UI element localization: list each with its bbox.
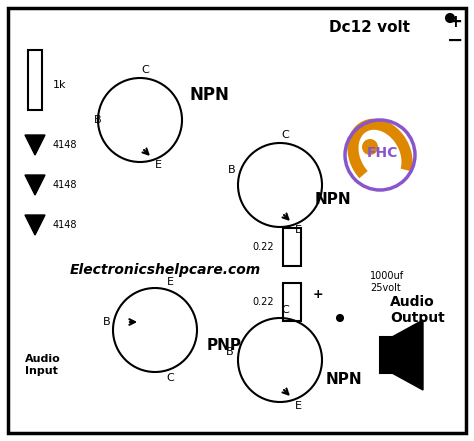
Text: Audio
Input: Audio Input [25,354,61,376]
Text: 1k: 1k [53,80,66,90]
Text: B: B [226,347,234,357]
Text: Dc12 volt: Dc12 volt [329,20,410,35]
Bar [283,283,301,321]
Text: C: C [281,130,289,140]
Text: +: + [313,288,323,300]
Text: B: B [228,165,236,175]
Text: NPN: NPN [315,193,352,208]
Text: 1000uf
25volt: 1000uf 25volt [370,271,404,293]
Text: PNP: PNP [207,337,242,352]
Bar [380,337,392,373]
Text: E: E [155,160,162,170]
Text: C: C [281,305,289,315]
Text: NPN: NPN [190,86,230,104]
Circle shape [446,14,454,22]
Polygon shape [25,175,45,195]
Text: 4148: 4148 [53,180,78,190]
Polygon shape [25,215,45,235]
Text: Electronicshelpcare.com: Electronicshelpcare.com [69,263,261,277]
Text: Audio
Output: Audio Output [390,295,445,325]
Polygon shape [25,135,45,155]
Text: B: B [103,317,111,327]
Text: 4148: 4148 [53,140,78,150]
Text: E: E [294,225,301,235]
Text: +: + [448,13,462,31]
Text: NPN: NPN [326,373,363,388]
Text: −: − [447,30,463,49]
Text: B: B [94,115,102,125]
Text: 0.22: 0.22 [252,242,274,252]
Text: E: E [294,401,301,411]
Circle shape [362,139,378,155]
Text: C: C [166,373,174,383]
Text: 4148: 4148 [53,220,78,230]
Text: 0.22: 0.22 [252,297,274,307]
Bar [283,228,301,266]
Text: C: C [141,65,149,75]
Circle shape [337,315,343,321]
Bar [28,50,42,110]
Text: FHC: FHC [366,146,398,160]
Text: E: E [166,277,173,287]
Polygon shape [392,320,423,390]
